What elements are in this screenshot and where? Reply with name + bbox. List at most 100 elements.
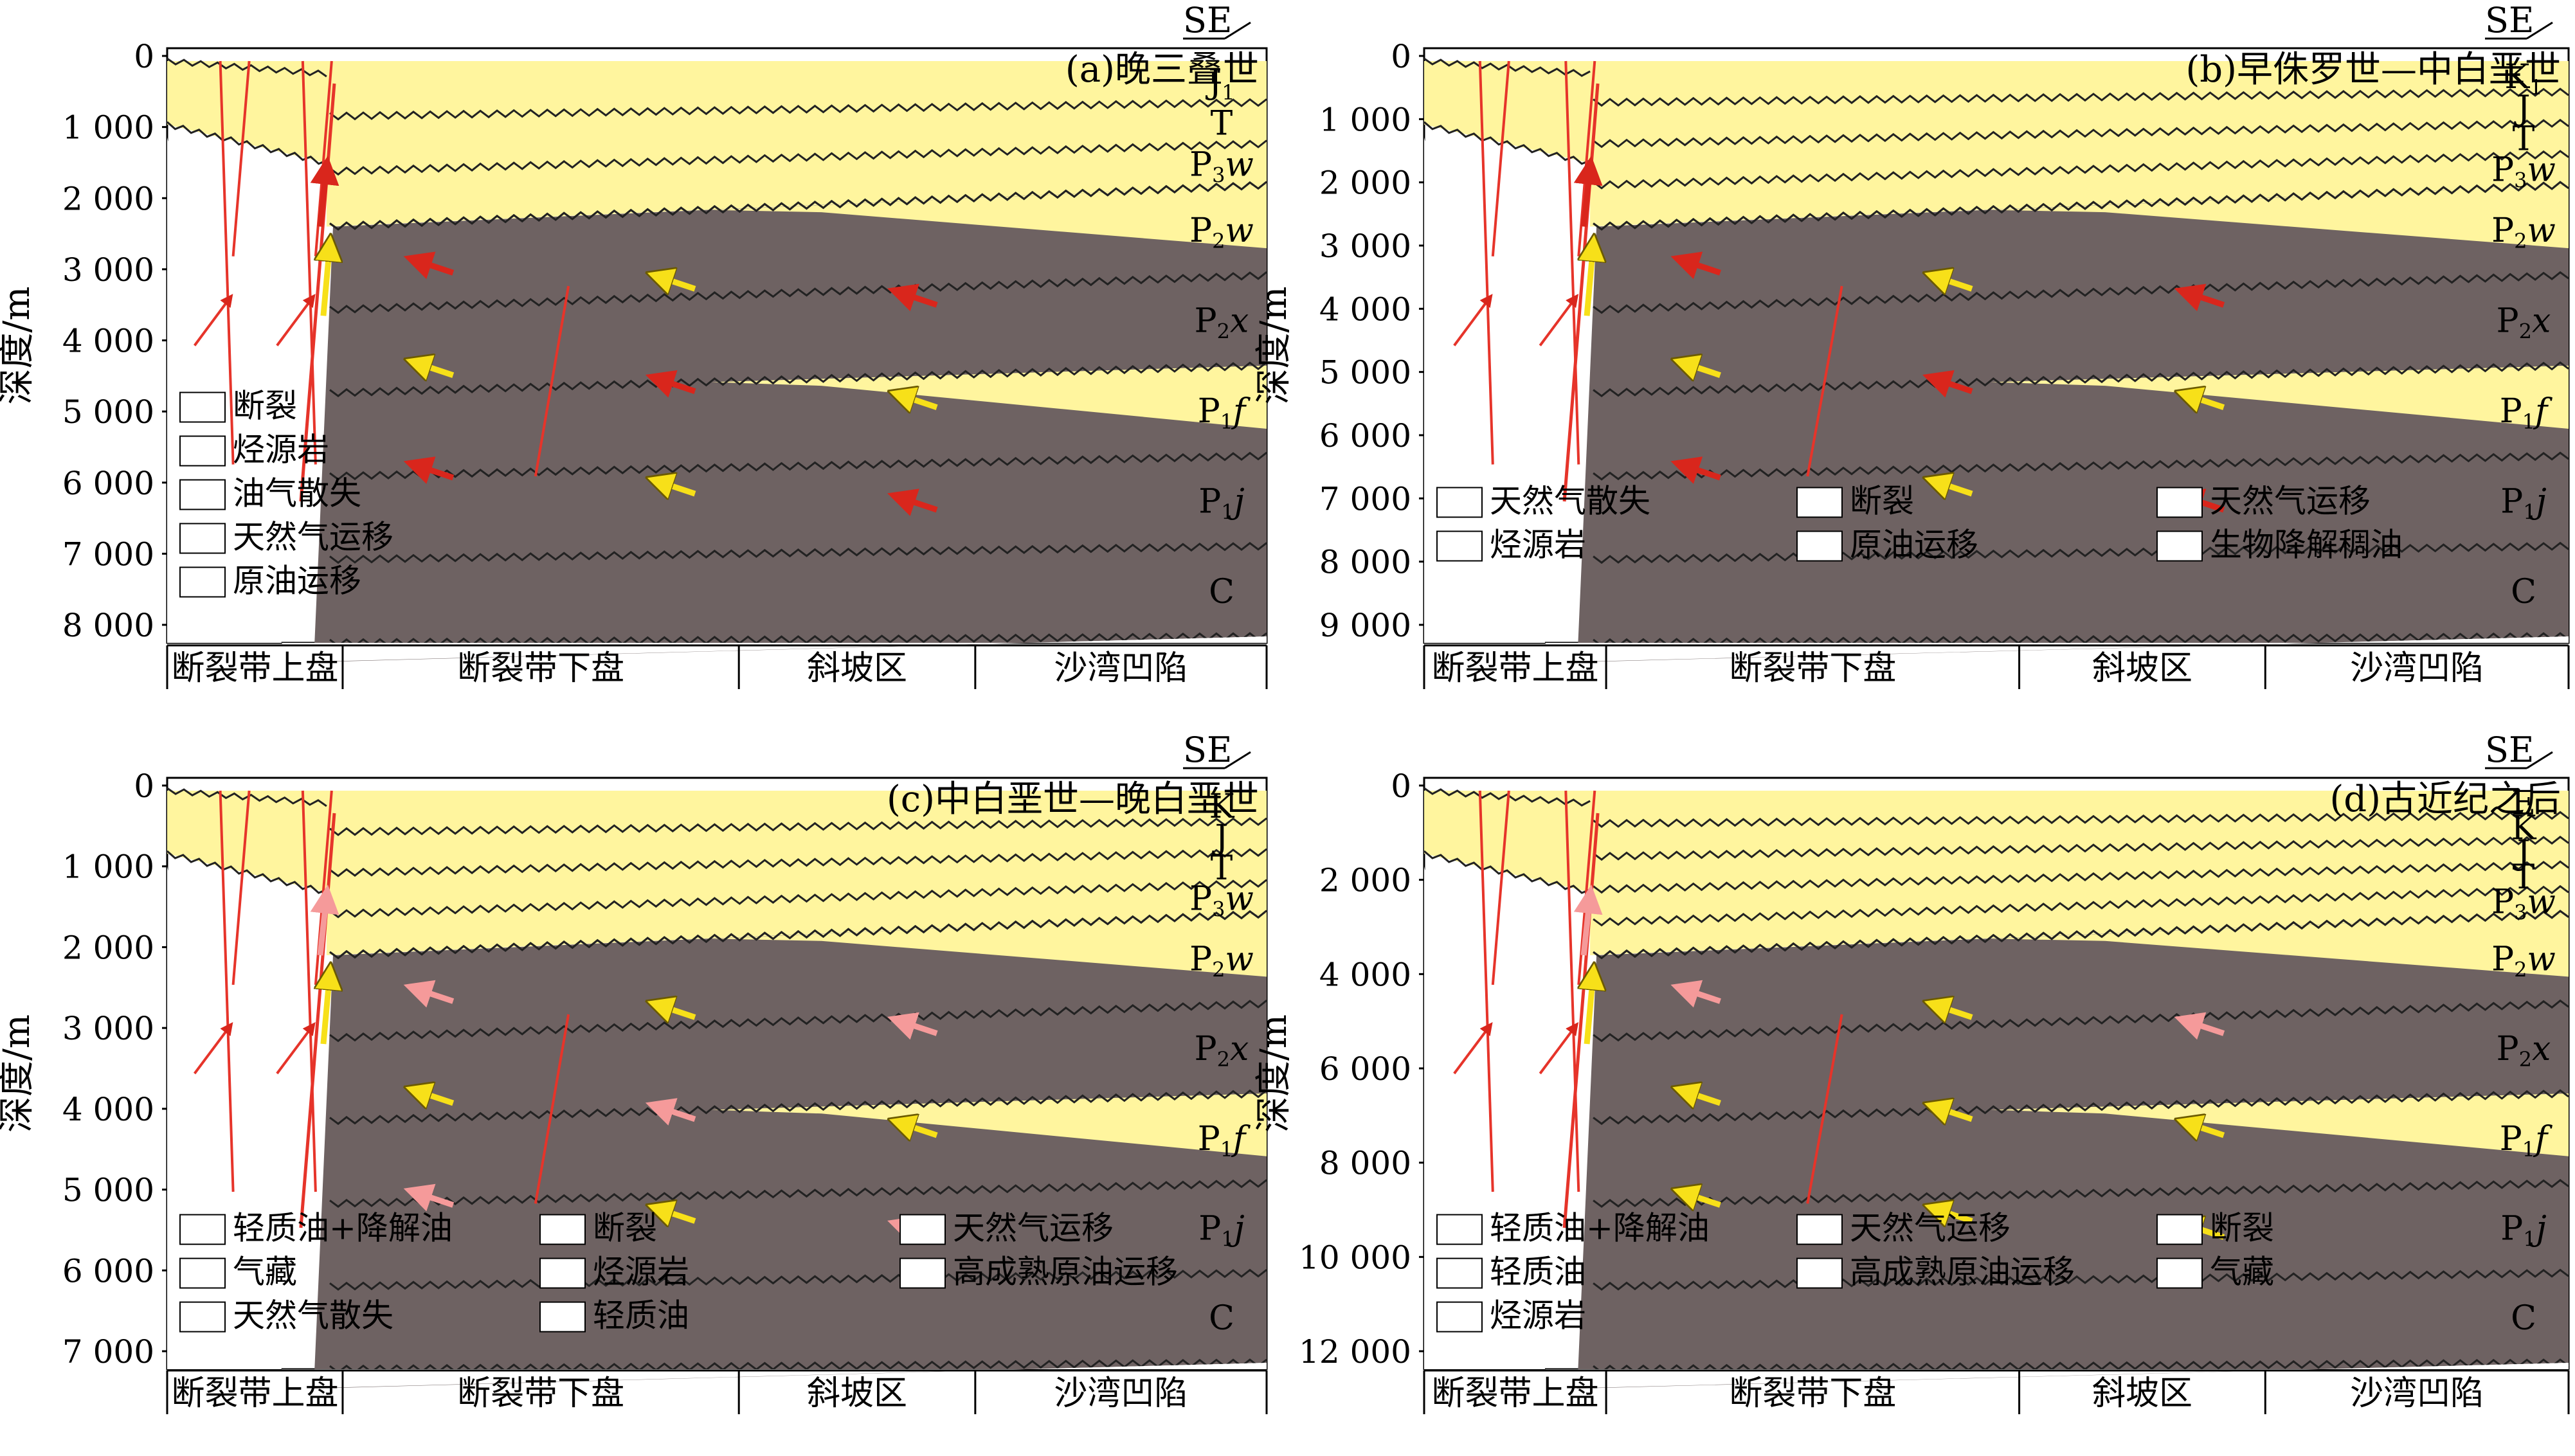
panel-title: (c)中白垩世—晚白垩世 — [887, 778, 1259, 820]
zone-label: 沙湾凹陷 — [1054, 1374, 1188, 1413]
layer-symbol: T — [1211, 849, 1233, 888]
layer-subscript: 2 — [2514, 229, 2527, 253]
layer-symbol: K — [2511, 809, 2537, 847]
legend-swatch — [179, 1214, 226, 1245]
gas-migration-arrow — [323, 973, 330, 1045]
legend-item: 断裂 — [2210, 1210, 2274, 1247]
reservoir-wedge — [711, 365, 1267, 429]
depth-tick-label: 8 000 — [62, 607, 154, 644]
hanging-wall-top — [1423, 57, 1591, 77]
legend-item: 天然气运移 — [233, 519, 393, 556]
stratum-boundary — [1593, 361, 2569, 397]
layer-symbol: P — [2491, 883, 2514, 921]
oil-migration-arrow — [310, 156, 339, 227]
legend-swatch — [1436, 1214, 1483, 1245]
hanging-wall-surface — [167, 121, 327, 165]
depth-ticks: 0 1 000 2 000 3 000 4 000 5 000 6 000 7 000 — [62, 768, 167, 1371]
layer-symbol: J — [1205, 63, 1222, 102]
stratum-boundary — [329, 361, 1267, 397]
layer-label: C — [2511, 573, 2536, 611]
layer-subscript: 3 — [1212, 163, 1225, 188]
oil-migration-arrow — [403, 251, 455, 280]
stratum-boundary — [329, 181, 1267, 231]
depth-tick-label: 6 000 — [1319, 417, 1411, 454]
depth-axis-label: 深度/m — [0, 1014, 38, 1133]
source-rock-fill — [313, 913, 1267, 1389]
depth-tick-label: 1 000 — [62, 109, 154, 147]
layer-suffix: w — [1225, 211, 1254, 250]
layer-label: P3w — [1189, 146, 1254, 188]
depth-tick-label: 5 000 — [62, 1172, 154, 1209]
stratum-boundary — [1593, 860, 2569, 894]
oil-migration-arrow — [1670, 980, 1721, 1008]
legend-item: 轻质油+降解油 — [233, 1210, 453, 1247]
depth-ticks: 0 1 000 2 000 3 000 4 000 5 000 6 000 7 000 8 00… — [62, 38, 167, 644]
layer-subscript: 1 — [1220, 409, 1233, 434]
legend-swatch — [1436, 1257, 1483, 1289]
depth-ticks: 0 1 000 2 000 3 000 4 000 5 000 6 000 7 000 8 00… — [1319, 38, 1424, 644]
direction-arrow-icon — [1224, 751, 1251, 769]
stratum-boundary — [329, 542, 1267, 564]
layer-suffix: w — [1225, 880, 1254, 919]
zone-label: 断裂带下盘 — [1729, 649, 1896, 688]
legend-item: 高成熟原油运移 — [953, 1254, 1178, 1291]
layer-suffix: w — [2527, 940, 2556, 978]
oil-migration-arrow — [645, 370, 696, 398]
depth-ticks: 0 2 000 4 000 6 000 8 000 10 000 12 000 — [1299, 768, 1424, 1371]
layer-symbol: J — [1212, 818, 1229, 857]
main-fault — [1562, 813, 1600, 1228]
slope-fault — [534, 1014, 570, 1204]
layer-label: J — [2514, 89, 2531, 127]
layer-label: C — [1209, 573, 1234, 611]
layer-symbol: P — [2500, 1209, 2523, 1248]
layer-label: E — [2511, 784, 2536, 823]
layer-symbol: C — [2511, 573, 2536, 611]
layer-symbol: P — [1198, 1120, 1220, 1158]
legend-swatch — [2156, 1257, 2203, 1289]
layer-symbol: P — [1195, 301, 1217, 340]
zone-label: 斜坡区 — [807, 1374, 907, 1413]
legend-swatch — [179, 435, 226, 467]
source-rock-fill — [313, 184, 1267, 662]
legend-item: 油气散失 — [233, 475, 361, 512]
layer-label: C — [1209, 1299, 1234, 1338]
direction-label: SE — [1183, 0, 1232, 40]
oil-migration-arrow — [1670, 251, 1721, 280]
main-fault — [299, 83, 336, 502]
reservoir-wedge — [1991, 913, 2569, 977]
hanging-wall-surface — [1423, 850, 1591, 894]
panel-c: 深度/m SE 0 1 000 2 000 3 000 4 000 5 000 6 000 7 0… — [0, 730, 1268, 1414]
direction-indicator: SE — [1183, 0, 1251, 40]
fault-motion-arrow — [193, 294, 233, 346]
reservoir-wedge — [711, 913, 1267, 977]
legend-swatch — [1436, 1301, 1483, 1333]
layer-subscript: 2 — [2519, 1047, 2532, 1072]
layer-symbol: P — [2497, 301, 2519, 340]
flower-fault — [301, 790, 317, 1192]
legend-swatch — [179, 523, 226, 554]
legend-swatch — [1796, 1257, 1843, 1289]
stratum-boundary — [1593, 632, 2569, 647]
direction-label: SE — [2485, 0, 2534, 40]
flower-fault — [231, 60, 251, 256]
gas-migration-arrow — [2185, 1122, 2225, 1135]
depth-axis-label: 深度/m — [1253, 287, 1295, 405]
layer-symbol: P — [2500, 392, 2522, 431]
panel-b: 深度/m SE 0 1 000 2 000 3 000 4 000 5 000 6 000 7 0… — [1253, 0, 2570, 689]
panel-a: 深度/m SE 0 1 000 2 000 3 000 4 000 5 000 6 000 7 0… — [0, 0, 1268, 689]
layer-symbol: P — [2491, 151, 2514, 190]
depth-tick-label: 5 000 — [1319, 354, 1411, 391]
layer-suffix: x — [1230, 1030, 1249, 1068]
depth-axis-label: 深度/m — [0, 287, 38, 405]
stratum-boundary — [329, 451, 1267, 481]
flower-fault — [1564, 790, 1580, 1192]
depth-tick-label: 6 000 — [62, 465, 154, 502]
stratum-boundary — [329, 1268, 1267, 1291]
main-fault — [299, 813, 336, 1228]
legend-item: 高成熟原油运移 — [1850, 1254, 2075, 1291]
layer-subscript: 1 — [2522, 1137, 2535, 1162]
stratum-boundary — [1593, 118, 2569, 148]
layer-suffix: x — [2532, 1030, 2551, 1068]
